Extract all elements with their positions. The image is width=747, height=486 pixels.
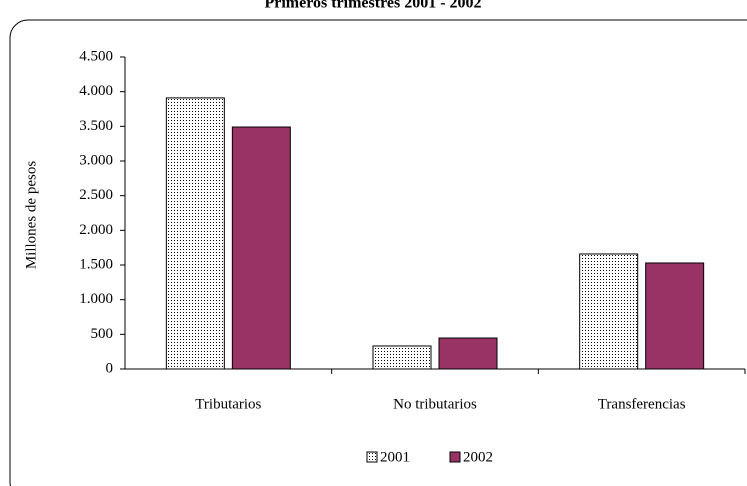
- bar: [372, 345, 432, 370]
- chart-border: [9, 19, 747, 486]
- y-tick-label: 3.000: [79, 152, 113, 168]
- y-tick-label: 3.500: [79, 118, 113, 134]
- y-tick-label: 2.500: [79, 187, 113, 203]
- legend-label: 2001: [380, 449, 410, 465]
- legend-swatch: [366, 451, 378, 463]
- bar: [645, 262, 705, 370]
- chart-title: Primeros trimestres 2001 - 2002: [264, 0, 481, 12]
- x-tick-label: No tributarios: [393, 396, 477, 412]
- y-tick-label: 4.000: [79, 83, 113, 99]
- legend-swatch: [449, 451, 461, 463]
- y-tick-label: 4.500: [79, 48, 113, 64]
- bar: [231, 126, 291, 370]
- bar: [438, 337, 498, 370]
- y-tick-label: 500: [91, 326, 114, 342]
- bar: [579, 253, 639, 370]
- x-tick-label: Transferencias: [598, 396, 686, 412]
- y-tick-label: 2.000: [79, 222, 113, 238]
- legend-label: 2002: [463, 449, 493, 465]
- y-tick-label: 0: [106, 360, 114, 376]
- y-tick-label: 1.500: [79, 256, 113, 272]
- y-tick-label: 1.000: [79, 291, 113, 307]
- x-tick-label: Tributarios: [195, 396, 261, 412]
- bar: [165, 97, 225, 370]
- y-axis-label: Millones de pesos: [23, 161, 39, 269]
